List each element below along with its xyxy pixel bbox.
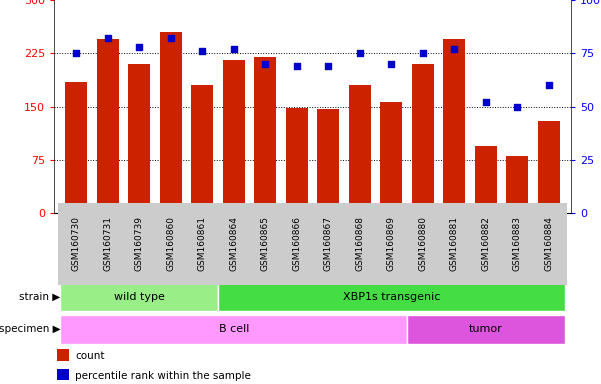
Point xyxy=(103,35,112,41)
Bar xyxy=(349,85,371,213)
Bar xyxy=(57,349,69,361)
Bar xyxy=(407,314,565,344)
Point xyxy=(229,46,239,52)
Bar xyxy=(218,282,565,311)
Text: count: count xyxy=(75,351,105,361)
Point xyxy=(418,50,428,56)
Point xyxy=(450,46,459,52)
Point xyxy=(197,48,207,54)
Text: GSM160884: GSM160884 xyxy=(545,217,554,271)
Point xyxy=(166,35,175,41)
Bar xyxy=(128,64,150,213)
Text: GSM160869: GSM160869 xyxy=(387,217,396,271)
Bar xyxy=(191,85,213,213)
Point xyxy=(72,50,81,56)
Bar xyxy=(65,82,87,213)
Text: GSM160730: GSM160730 xyxy=(72,217,81,271)
Text: specimen ▶: specimen ▶ xyxy=(0,324,60,334)
Text: GSM160866: GSM160866 xyxy=(292,217,301,271)
Point xyxy=(513,103,522,109)
Bar xyxy=(60,314,407,344)
Bar xyxy=(60,282,218,311)
Point xyxy=(260,61,270,67)
Text: percentile rank within the sample: percentile rank within the sample xyxy=(75,371,251,381)
Point xyxy=(292,63,302,69)
Bar xyxy=(254,57,276,213)
Text: wild type: wild type xyxy=(114,291,165,302)
Text: GSM160739: GSM160739 xyxy=(135,217,144,271)
Point xyxy=(386,61,396,67)
Text: XBP1s transgenic: XBP1s transgenic xyxy=(343,291,440,302)
Text: GSM160861: GSM160861 xyxy=(198,217,207,271)
Bar xyxy=(317,109,340,213)
Bar xyxy=(475,146,497,213)
Text: GSM160882: GSM160882 xyxy=(481,217,490,271)
Bar xyxy=(57,369,69,380)
Text: B cell: B cell xyxy=(219,324,249,334)
Point xyxy=(135,44,144,50)
Text: GSM160865: GSM160865 xyxy=(261,217,270,271)
Bar xyxy=(444,39,465,213)
Bar xyxy=(160,32,182,213)
Text: GSM160864: GSM160864 xyxy=(229,217,238,271)
Bar xyxy=(223,60,245,213)
Text: GSM160881: GSM160881 xyxy=(450,217,459,271)
Text: GSM160860: GSM160860 xyxy=(166,217,175,271)
Bar xyxy=(285,108,308,213)
Text: GSM160731: GSM160731 xyxy=(103,217,112,271)
Bar xyxy=(97,39,118,213)
Bar xyxy=(412,64,434,213)
Point xyxy=(544,82,554,88)
Point xyxy=(355,50,365,56)
Point xyxy=(481,99,490,105)
Text: GSM160883: GSM160883 xyxy=(513,217,522,271)
Bar xyxy=(506,156,528,213)
Text: GSM160867: GSM160867 xyxy=(324,217,333,271)
Text: GSM160868: GSM160868 xyxy=(355,217,364,271)
Bar xyxy=(380,102,402,213)
Point xyxy=(323,63,333,69)
Text: strain ▶: strain ▶ xyxy=(19,291,60,302)
Text: GSM160880: GSM160880 xyxy=(418,217,427,271)
Text: tumor: tumor xyxy=(469,324,502,334)
Bar xyxy=(538,121,560,213)
